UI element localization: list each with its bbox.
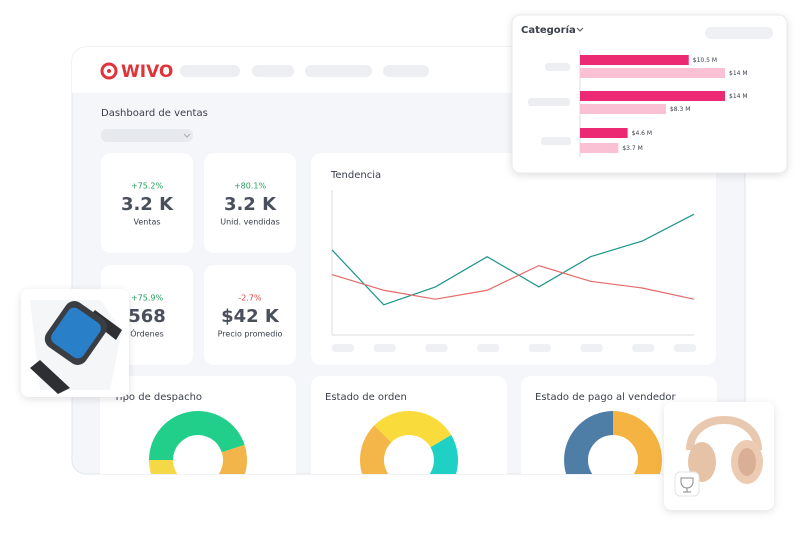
kpi-card [101, 153, 193, 253]
donut-card [100, 376, 296, 474]
nav-item[interactable] [383, 65, 429, 77]
kpi-value: 568 [128, 306, 166, 327]
donut-segment [149, 410, 245, 460]
trend-title: Tendencia [330, 170, 381, 181]
category-placeholder [545, 63, 570, 71]
donut-segment [149, 460, 198, 474]
kpi-change: +80.1% [234, 182, 267, 191]
donut-segment [374, 410, 452, 448]
donut-title: Tipo de despacho [113, 392, 202, 403]
logo-dot [107, 69, 111, 73]
kpi-change: +75.2% [131, 182, 164, 191]
donut-segment [613, 411, 662, 474]
donut-segment [198, 444, 247, 474]
category-bar [580, 143, 619, 153]
nav-item[interactable] [252, 65, 294, 77]
category-placeholder [528, 98, 570, 106]
bar-label: $3.7 M [622, 145, 642, 152]
kpi-value: $42 K [221, 306, 280, 327]
x-label-placeholder [632, 344, 655, 352]
logo: WIVO [121, 62, 173, 82]
logo-icon [100, 62, 118, 80]
trend-line [331, 213, 695, 306]
kpi-label: Unid. vendidas [220, 218, 280, 227]
bar-label: $14 M [729, 93, 748, 100]
bar-label: $10.5 M [693, 57, 717, 64]
x-label-placeholder [477, 344, 500, 352]
x-label-placeholder [528, 344, 551, 352]
watch [30, 300, 122, 394]
bar-label: $14 M [729, 70, 748, 77]
kpi-card [204, 265, 296, 365]
donut-title: Estado de pago al vendedor [535, 392, 676, 403]
kpi-value: 3.2 K [121, 194, 174, 215]
x-label-placeholder [674, 344, 696, 352]
donut-segment [409, 435, 458, 474]
trend-line [331, 264, 695, 300]
popup-title: Categoría [521, 24, 576, 36]
trend-card [311, 153, 716, 365]
kpi-value: 3.2 K [224, 194, 277, 215]
donut-segment [360, 425, 411, 474]
dashboard-title: Dashboard de ventas [101, 108, 208, 119]
kpi-label: Precio promedio [218, 330, 283, 339]
x-label-placeholder [332, 344, 354, 352]
chevron[interactable] [576, 27, 584, 32]
dropdown[interactable] [101, 129, 193, 142]
bar-label: $4.6 M [632, 130, 652, 137]
headphones [674, 416, 763, 497]
category-bar [580, 55, 689, 65]
chevron [183, 133, 191, 138]
dropdown[interactable] [705, 27, 773, 39]
kpi-label: Órdenes [130, 328, 164, 339]
donut-segment [564, 411, 613, 474]
kpi-change: +75.9% [131, 294, 164, 303]
category-bar [580, 68, 725, 78]
nav-item[interactable] [180, 65, 240, 77]
kpi-label: Ventas [133, 218, 160, 227]
category-placeholder [541, 137, 571, 145]
category-bar [580, 128, 628, 138]
category-bar [580, 104, 666, 114]
donut-card [311, 376, 507, 474]
x-label-placeholder [425, 344, 448, 352]
donut-title: Estado de orden [325, 392, 407, 403]
category-bar [580, 91, 725, 101]
nav-item[interactable] [305, 65, 372, 77]
kpi-change: -2.7% [238, 294, 262, 303]
kpi-card [204, 153, 296, 253]
x-label-placeholder [580, 344, 603, 352]
bar-label: $8.3 M [670, 106, 690, 113]
x-label-placeholder [373, 344, 396, 352]
